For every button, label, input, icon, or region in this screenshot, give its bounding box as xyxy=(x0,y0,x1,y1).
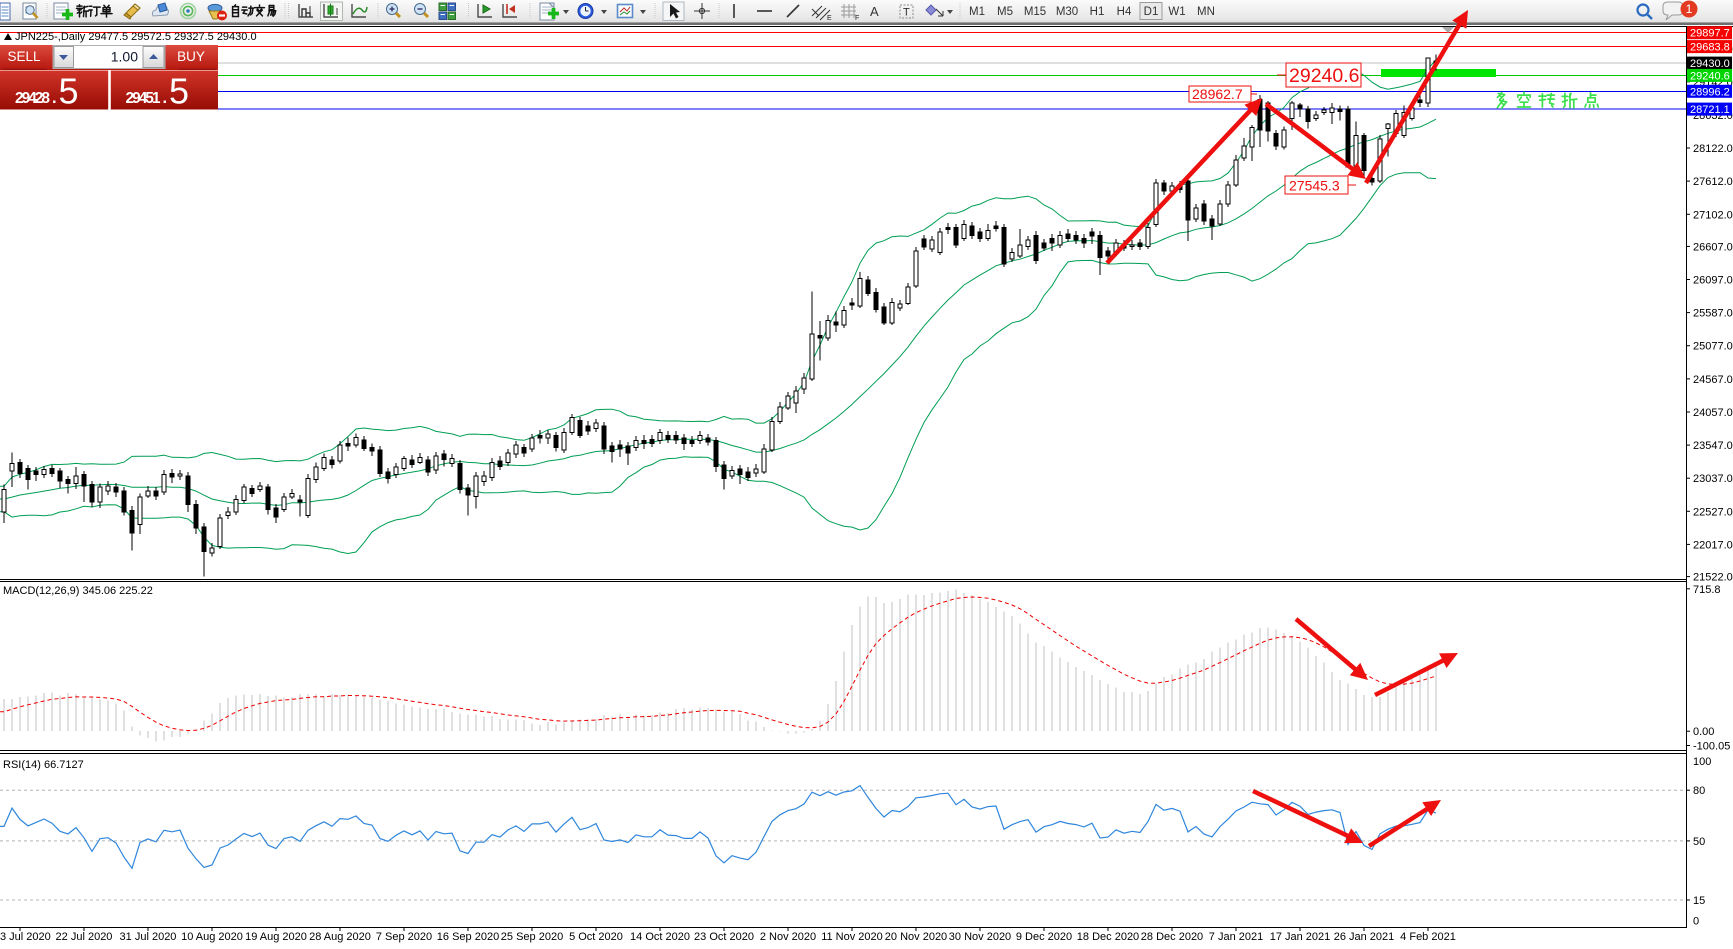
svg-text:.: . xyxy=(52,89,57,107)
svg-text:30 Nov 2020: 30 Nov 2020 xyxy=(949,931,1011,943)
svg-text:29240.6: 29240.6 xyxy=(1289,65,1360,87)
svg-text:715.8: 715.8 xyxy=(1693,584,1721,596)
svg-text:22527.0: 22527.0 xyxy=(1693,506,1733,518)
svg-text:27545.3: 27545.3 xyxy=(1289,178,1340,194)
svg-text:5 Oct 2020: 5 Oct 2020 xyxy=(569,931,623,943)
svg-text:29240.6: 29240.6 xyxy=(1690,70,1730,82)
svg-text:-100.05: -100.05 xyxy=(1693,741,1730,753)
svg-text:H1: H1 xyxy=(1090,6,1105,18)
svg-text:50: 50 xyxy=(1693,836,1705,848)
svg-text:28996.2: 28996.2 xyxy=(1690,86,1730,98)
svg-text:W1: W1 xyxy=(1168,6,1185,18)
svg-text:H4: H4 xyxy=(1117,6,1132,18)
svg-text:MN: MN xyxy=(1197,6,1215,18)
svg-text:0.00: 0.00 xyxy=(1693,726,1714,738)
svg-text:11 Nov 2020: 11 Nov 2020 xyxy=(821,931,883,943)
svg-text:16 Sep 2020: 16 Sep 2020 xyxy=(437,931,499,943)
svg-text:18 Dec 2020: 18 Dec 2020 xyxy=(1077,931,1139,943)
svg-text:10 Aug 2020: 10 Aug 2020 xyxy=(181,931,243,943)
svg-text:7 Jan 2021: 7 Jan 2021 xyxy=(1209,931,1263,943)
svg-text:28 Aug 2020: 28 Aug 2020 xyxy=(309,931,371,943)
svg-text:7 Sep 2020: 7 Sep 2020 xyxy=(376,931,432,943)
svg-text:29430.0: 29430.0 xyxy=(1690,58,1730,70)
svg-text:27612.0: 27612.0 xyxy=(1693,176,1733,188)
svg-text:1.00: 1.00 xyxy=(111,49,138,65)
svg-text:JPN225-,Daily 29477.5 29572.5: JPN225-,Daily 29477.5 29572.5 29327.5 29… xyxy=(15,31,257,43)
svg-text:22017.0: 22017.0 xyxy=(1693,539,1733,551)
svg-text:M5: M5 xyxy=(997,6,1013,18)
svg-text:24567.0: 24567.0 xyxy=(1693,374,1733,386)
svg-text:5: 5 xyxy=(59,71,79,112)
svg-text:M1: M1 xyxy=(969,6,985,18)
svg-text:29428: 29428 xyxy=(15,90,50,107)
svg-text:BUY: BUY xyxy=(177,49,205,64)
svg-text:26607.0: 26607.0 xyxy=(1693,241,1733,253)
svg-text:5: 5 xyxy=(169,71,189,112)
svg-text:25 Sep 2020: 25 Sep 2020 xyxy=(501,931,563,943)
svg-text:28962.7: 28962.7 xyxy=(1192,86,1243,102)
svg-text:.: . xyxy=(163,89,168,107)
svg-text:25587.0: 25587.0 xyxy=(1693,308,1733,320)
svg-text:4 Feb 2021: 4 Feb 2021 xyxy=(1400,931,1456,943)
svg-text:29451: 29451 xyxy=(126,90,161,107)
svg-text:25077.0: 25077.0 xyxy=(1693,341,1733,353)
svg-text:26097.0: 26097.0 xyxy=(1693,275,1733,287)
svg-text:23547.0: 23547.0 xyxy=(1693,440,1733,452)
svg-text:22 Jul 2020: 22 Jul 2020 xyxy=(56,931,113,943)
svg-text:27102.0: 27102.0 xyxy=(1693,209,1733,221)
svg-text:100: 100 xyxy=(1693,756,1711,768)
svg-text:A: A xyxy=(870,4,879,19)
svg-text:SELL: SELL xyxy=(7,49,41,64)
svg-text:9 Dec 2020: 9 Dec 2020 xyxy=(1016,931,1072,943)
svg-text:M30: M30 xyxy=(1056,6,1078,18)
svg-text:RSI(14) 66.7127: RSI(14) 66.7127 xyxy=(3,759,84,771)
svg-text:M15: M15 xyxy=(1024,6,1046,18)
svg-text:20 Nov 2020: 20 Nov 2020 xyxy=(885,931,947,943)
svg-text:80: 80 xyxy=(1693,785,1705,797)
svg-text:MACD(12,26,9) 345.06 225.22: MACD(12,26,9) 345.06 225.22 xyxy=(3,585,153,597)
svg-text:28122.0: 28122.0 xyxy=(1693,143,1733,155)
svg-text:1: 1 xyxy=(1686,2,1693,16)
svg-text:28721.1: 28721.1 xyxy=(1690,104,1730,116)
svg-text:F: F xyxy=(855,15,859,22)
svg-text:D1: D1 xyxy=(1144,6,1159,18)
svg-text:23037.0: 23037.0 xyxy=(1693,473,1733,485)
svg-text:29897.7: 29897.7 xyxy=(1690,28,1730,40)
svg-text:2 Nov 2020: 2 Nov 2020 xyxy=(760,931,816,943)
svg-text:31 Jul 2020: 31 Jul 2020 xyxy=(120,931,177,943)
svg-text:21522.0: 21522.0 xyxy=(1693,572,1733,584)
svg-text:26 Jan 2021: 26 Jan 2021 xyxy=(1334,931,1395,943)
svg-text:19 Aug 2020: 19 Aug 2020 xyxy=(245,931,307,943)
svg-text:24057.0: 24057.0 xyxy=(1693,407,1733,419)
svg-text:28 Dec 2020: 28 Dec 2020 xyxy=(1141,931,1203,943)
svg-text:23 Oct 2020: 23 Oct 2020 xyxy=(694,931,754,943)
svg-text:T: T xyxy=(903,7,910,19)
svg-text:29683.8: 29683.8 xyxy=(1690,42,1730,54)
svg-text:E: E xyxy=(827,15,832,22)
svg-text:3 Jul 2020: 3 Jul 2020 xyxy=(0,931,51,943)
svg-text:17 Jan 2021: 17 Jan 2021 xyxy=(1270,931,1331,943)
svg-text:0: 0 xyxy=(1693,916,1699,928)
svg-text:15: 15 xyxy=(1693,895,1705,907)
svg-text:14 Oct 2020: 14 Oct 2020 xyxy=(630,931,690,943)
